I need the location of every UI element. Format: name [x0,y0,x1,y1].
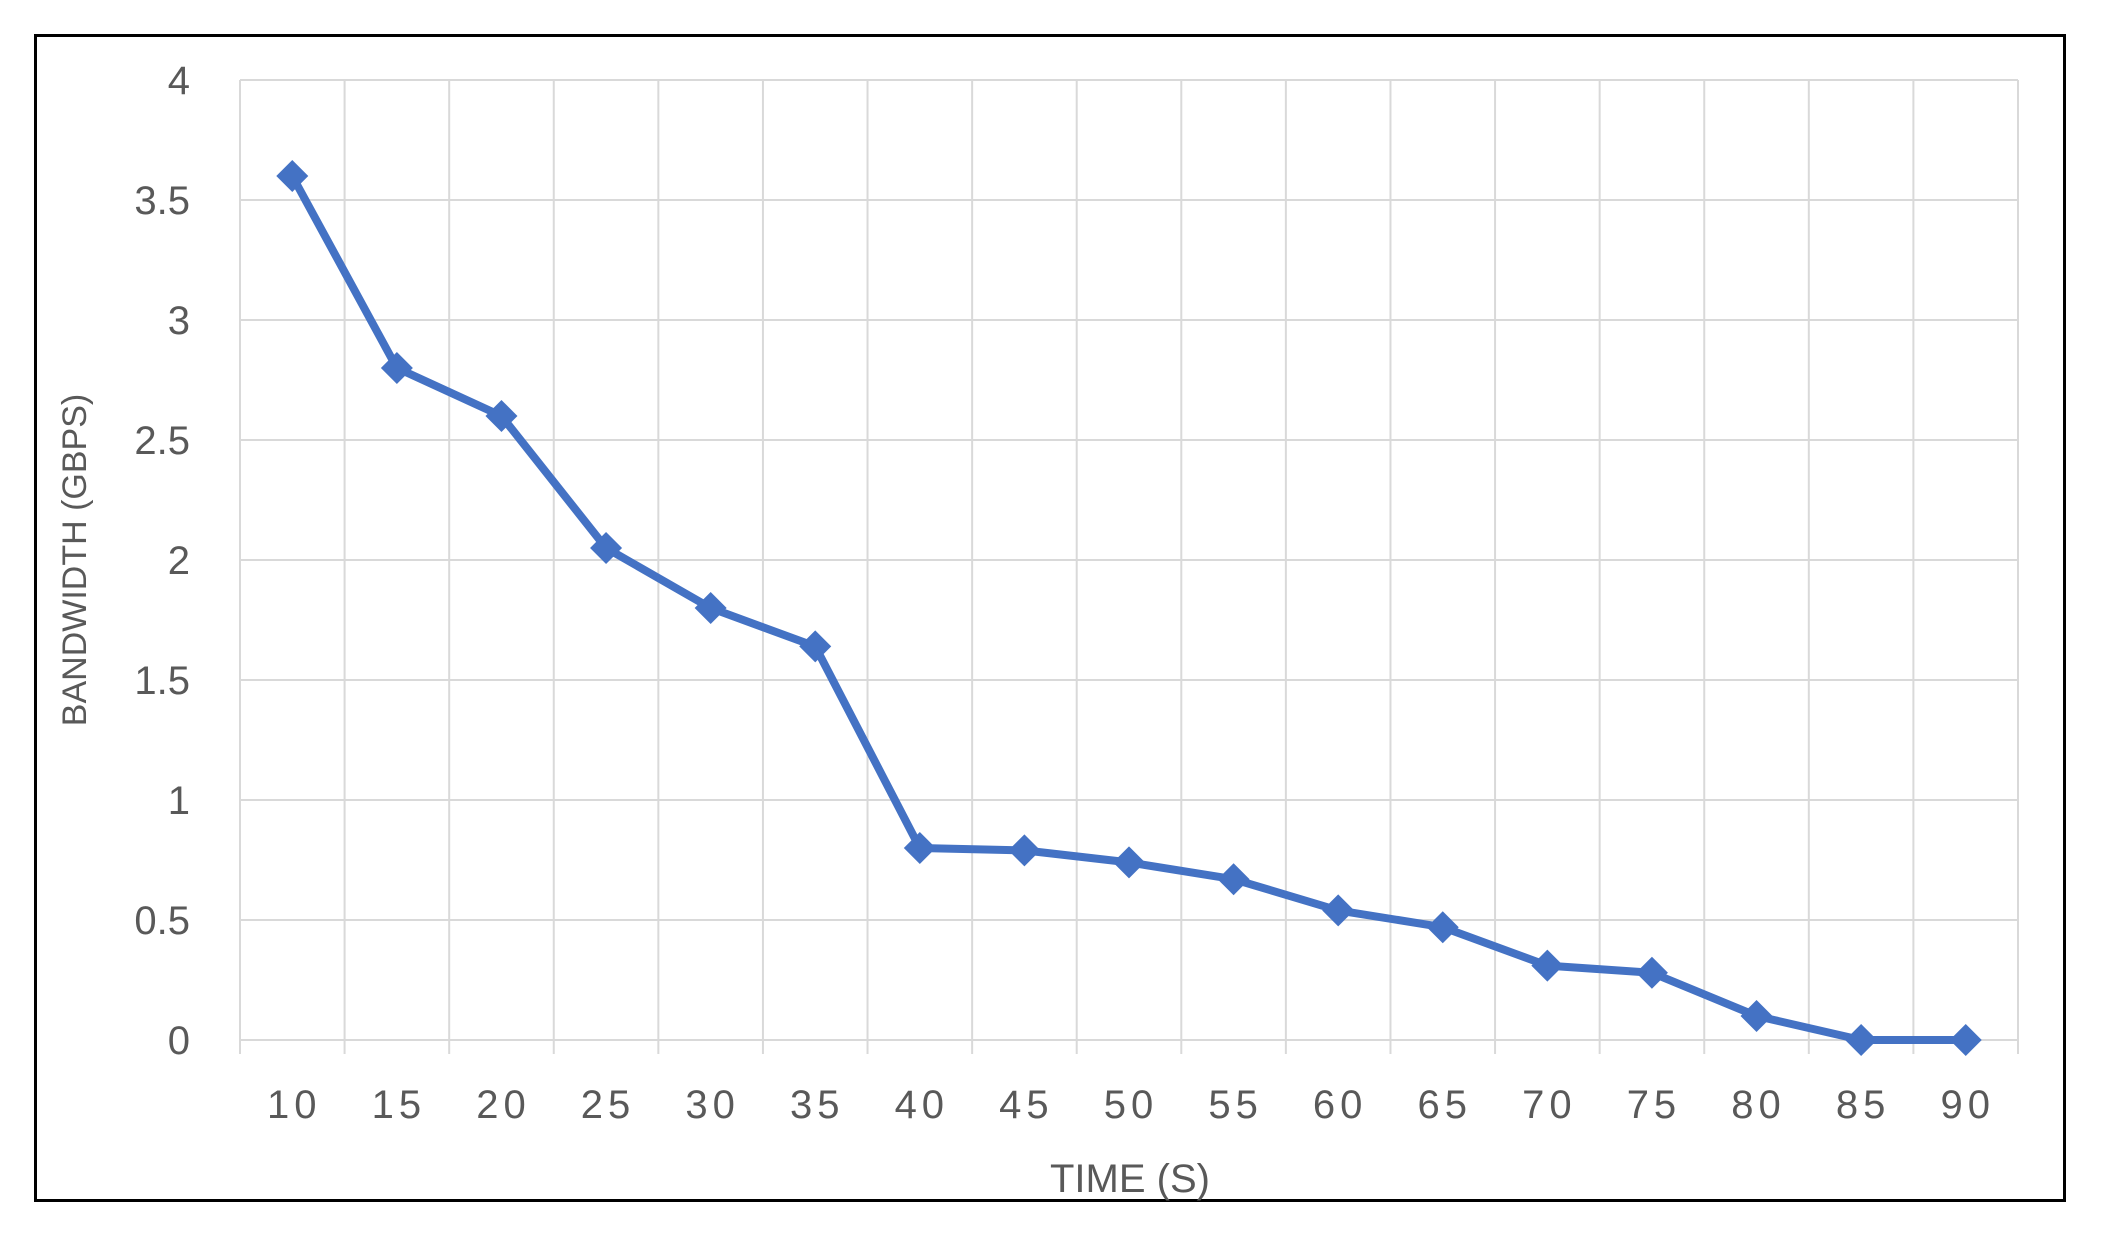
x-tick-label: 25 [581,1083,636,1127]
x-axis-title: TIME (S) [1050,1157,1210,1201]
y-tick-label: 1 [168,779,190,823]
data-point-marker [1217,863,1250,896]
y-tick-label: 4 [168,59,190,103]
data-point-marker [1949,1024,1982,1056]
x-tick-label: 90 [1940,1083,1995,1127]
data-point-marker [1008,834,1041,867]
x-tick-label: 30 [685,1083,740,1127]
x-tick-label: 40 [895,1083,950,1127]
series-line [288,172,1970,1044]
data-point-marker [1740,1000,1773,1032]
data-point-marker [380,352,413,384]
x-tick-label: 45 [999,1083,1054,1127]
data-point-marker [799,630,832,663]
x-tick-label: 65 [1418,1083,1473,1127]
x-tick-label: 35 [790,1083,845,1127]
data-point-marker [485,400,518,432]
y-tick-label: 2 [168,539,190,583]
x-tick-label: 85 [1836,1083,1891,1127]
x-tick-labels: 10 15 20 25 30 35 40 45 50 55 60 65 70 75 80 85 90 [267,1083,1995,1127]
y-tick-label: 1.5 [134,659,190,703]
y-tick-label: 0 [168,1019,190,1063]
x-tick-label: 10 [267,1083,322,1127]
data-point-marker [276,160,309,192]
y-tick-label: 3 [168,299,190,343]
data-point-marker [1845,1024,1878,1056]
y-tick-label: 2.5 [134,419,190,463]
x-tick-label: 70 [1522,1083,1577,1127]
x-tick-label: 20 [476,1083,531,1127]
x-tick-label: 80 [1731,1083,1786,1127]
y-axis-title: BANDWIDTH (GBPS) [56,394,94,726]
x-tick-label: 75 [1627,1083,1682,1127]
data-point-marker [1635,956,1668,989]
data-point-marker [1113,846,1145,879]
data-point-marker [1426,911,1459,944]
y-tick-label: 0.5 [134,899,190,943]
x-tick-label: 50 [1104,1083,1159,1127]
series-bandwidth [276,160,1982,1056]
gridlines [239,79,2019,1054]
data-point-marker [590,532,623,564]
data-point-marker [1531,949,1564,982]
data-point-marker [903,832,936,864]
y-tick-label: 3.5 [134,179,190,223]
data-point-marker [694,592,727,624]
x-tick-label: 55 [1208,1083,1263,1127]
y-tick-labels: 0 0.5 1 1.5 2 2.5 3 3.5 4 [134,59,190,1063]
x-tick-label: 60 [1313,1083,1368,1127]
data-point-marker [1322,894,1355,927]
x-tick-label: 15 [372,1083,427,1127]
